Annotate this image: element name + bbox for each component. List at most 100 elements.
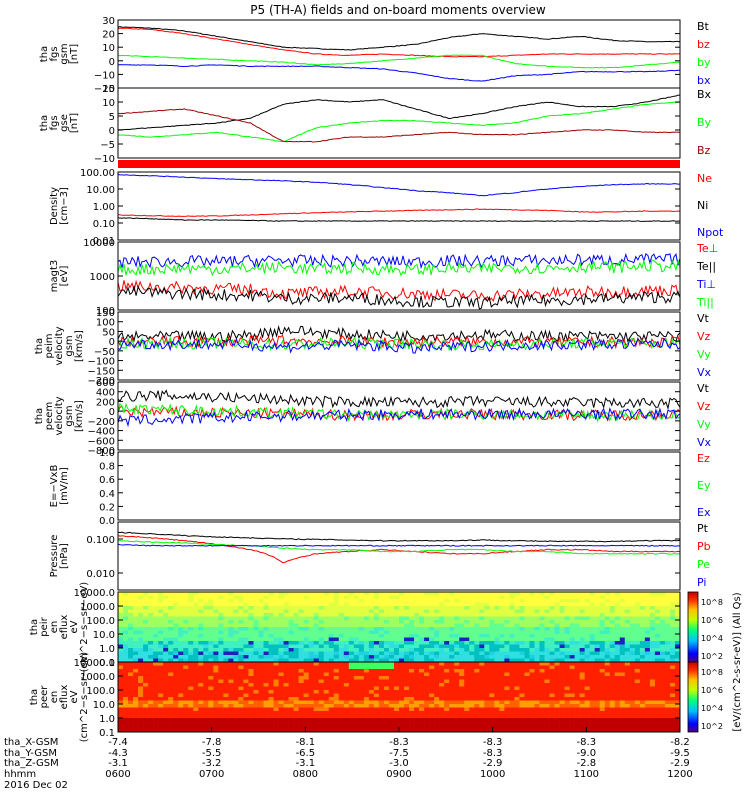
legend-fgs_gsm-1: bz	[697, 38, 710, 51]
svg-text:tha: tha	[29, 619, 40, 635]
svg-text:fgs: fgs	[49, 115, 60, 130]
y-tick-label: −50	[94, 347, 115, 358]
y-tick-label: 600	[96, 378, 115, 389]
svg-text:tha: tha	[29, 689, 40, 705]
panel-frame	[117, 451, 681, 521]
y-tick-label: 0.10	[93, 219, 115, 230]
x-gsm-tick: -8.3	[389, 737, 409, 748]
x-gsm-tick: -8.3	[483, 737, 503, 748]
legend-temperature-2: Ti⊥	[696, 278, 716, 291]
z-gsm-tick: -2.9	[670, 758, 690, 769]
svg-text:peem: peem	[44, 402, 55, 430]
series-line-fgs_gsm-2	[117, 54, 681, 69]
time-tick: 0900	[386, 769, 411, 780]
legend-electron_velocity-1: Vz	[697, 400, 711, 413]
legend-fgs_gsm-0: Bt	[697, 20, 710, 33]
svg-text:Pressure: Pressure	[49, 535, 60, 578]
colorbar-tick: 10^8	[701, 598, 723, 607]
y-axis-label: Density [cm−3]	[49, 187, 70, 225]
y-tick-label: −800	[88, 446, 115, 457]
x-row-label: tha_X-GSM	[4, 737, 58, 748]
y-tick-label: 1000.0	[80, 602, 115, 613]
y-axis-label: tha fgs gse [nT]	[39, 113, 80, 133]
series-line-pressure-3	[117, 543, 680, 547]
y-tick-label: 15	[102, 84, 115, 95]
y-tick-label: −5	[100, 140, 115, 151]
y-tick-label: 0	[109, 407, 115, 418]
y-axis-label: magt3 [eV]	[49, 260, 70, 293]
y-tick-label: 100.00	[80, 168, 115, 179]
legend-temperature-1: Te||	[696, 260, 716, 273]
y-axis-label: Pressure [nPa]	[49, 535, 70, 578]
y-tick-label: 5	[109, 112, 115, 123]
svg-text:[mV/m]: [mV/m]	[59, 467, 70, 505]
y-tick-label: 10.00	[86, 185, 115, 196]
legend-density-2: Npot	[697, 226, 724, 239]
quality-flag-bar	[118, 160, 680, 168]
panel-pressure: 0.100 0.010 Pressure [nPa] Pt Pb Pe Pi	[49, 521, 711, 591]
y-tick-label: −200	[88, 376, 115, 387]
svg-text:tha: tha	[39, 115, 50, 131]
svg-text:eflux: eflux	[59, 685, 70, 710]
panel-temperature: 10000 1000 100 magt3 [eV] Te⊥ Te|| Ti⊥ Ti||	[49, 238, 718, 317]
y-tick-label: 10	[102, 98, 115, 109]
y-tick-label: −150	[88, 366, 115, 377]
y-tick-label: −100	[88, 357, 115, 368]
series-line-electron_velocity-3	[117, 407, 681, 428]
series-line-pressure-1	[117, 534, 681, 564]
y-gsm-tick: -9.5	[670, 748, 690, 759]
y-tick-label: 1.0	[99, 714, 115, 725]
colorbar-tick: 10^2	[701, 652, 723, 661]
y-tick-label: −10	[94, 70, 115, 81]
legend-density-1: Ni	[697, 199, 708, 212]
date-label: 2016 Dec 02	[4, 780, 68, 791]
series-line-density-2	[117, 173, 680, 197]
y-tick-label: 1.00	[93, 202, 115, 213]
time-tick: 1000	[480, 769, 505, 780]
svg-text:(cm^2−s−sr−eV): (cm^2−s−sr−eV)	[79, 652, 90, 743]
svg-text:E=−VxB: E=−VxB	[49, 465, 60, 508]
x-axis-labels: tha_X-GSMtha_Y-GSMtha_Z-GSMhhmm-7.4-4.3-…	[4, 727, 693, 791]
colorbar	[687, 591, 699, 663]
legend-efield-1: Ey	[697, 479, 711, 492]
legend-ion_velocity-1: Vz	[697, 330, 711, 343]
panel-frame	[117, 521, 681, 591]
svg-text:[nPa]: [nPa]	[59, 543, 70, 569]
svg-text:peim: peim	[44, 333, 55, 358]
y-gsm-tick: -7.5	[389, 748, 409, 759]
panel-frame	[117, 311, 681, 381]
legend-electron_velocity-3: Vx	[697, 436, 712, 449]
legend-ion_velocity-3: Vx	[697, 366, 712, 379]
y-tick-label: 0.100	[86, 535, 115, 546]
legend-efield-2: Ex	[697, 506, 711, 519]
y-gsm-tick: -9.0	[577, 748, 597, 759]
series-line-temperature-0	[117, 279, 681, 302]
z-gsm-tick: -3.1	[108, 758, 128, 769]
legend-ion_velocity-0: Vt	[697, 312, 710, 325]
y-tick-label: 0.6	[99, 475, 115, 486]
svg-text:tha: tha	[34, 408, 45, 424]
z-gsm-tick: -2.9	[483, 758, 503, 769]
panel-fgs_gsm: 30 20 10 0 −10 −20 tha fgs gsm [nT] Bt bz by bx	[39, 16, 711, 95]
spectrogram-cells	[118, 592, 681, 663]
y-tick-label: 100.0	[86, 616, 115, 627]
legend-pressure-1: Pb	[697, 540, 711, 553]
series-line-temperature-1	[117, 284, 681, 310]
svg-text:gsm: gsm	[59, 43, 70, 64]
y-tick-label: 50	[102, 327, 115, 338]
legend-temperature-0: Te⊥	[696, 242, 718, 255]
y-tick-label: 10000.0	[74, 658, 115, 669]
panel-ion_spectrogram: 10000.0 1000.0 100.0 10.0 1.0 0.1 tha peir en efl…	[29, 582, 681, 673]
series-line-ion_velocity-3	[117, 337, 681, 354]
panel-density: 100.00 10.00 1.00 0.10 0.01 Density [cm−3] Ne Ni…	[49, 168, 724, 247]
y-gsm-tick: -5.5	[202, 748, 222, 759]
colorbar-tick: 10^4	[701, 704, 723, 713]
svg-text:(cm^2−s−sr−eV): (cm^2−s−sr−eV)	[79, 582, 90, 673]
series-line-pressure-2	[117, 539, 681, 555]
x-gsm-tick: -8.1	[296, 737, 316, 748]
y-tick-label: 0.010	[86, 569, 115, 580]
y-gsm-tick: -8.3	[483, 748, 503, 759]
figure-title: P5 (TH-A) fields and on-board moments ov…	[250, 3, 546, 17]
